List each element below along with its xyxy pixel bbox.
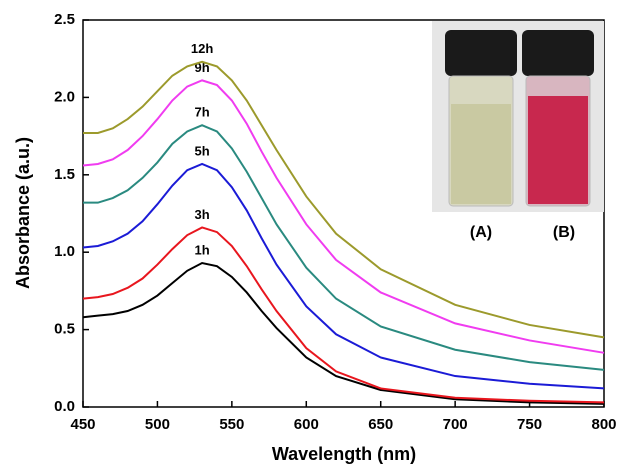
y-tick-label: 1.0 [54,243,75,260]
series-label: 1h [194,242,209,257]
x-tick-label: 700 [443,416,468,433]
x-tick-label: 800 [591,416,616,433]
y-tick-label: 2.5 [54,11,75,28]
chart: Wavelength (nm) Absorbance (a.u.) 450 500… [0,0,620,469]
inset-photo [432,21,604,212]
inset-label: (A) [470,224,492,241]
y-tick-label: 0.0 [54,398,75,415]
x-tick-label: 550 [219,416,244,433]
x-axis-label: Wavelength (nm) [272,444,416,464]
y-tick-label: 2.0 [54,88,75,105]
x-tick-label: 450 [70,416,95,433]
y-tick-label: 1.5 [54,166,75,183]
x-tick-label: 500 [145,416,170,433]
series-label: 12h [191,41,213,56]
series-label: 5h [194,143,209,158]
series-label: 3h [194,207,209,222]
y-axis-label: Absorbance (a.u.) [13,137,33,289]
inset-label: (B) [553,224,575,241]
x-tick-label: 650 [368,416,393,433]
y-tick-label: 0.5 [54,321,75,338]
x-tick-label: 750 [517,416,542,433]
series-line [83,227,604,402]
series-label: 7h [194,105,209,120]
x-tick-label: 600 [294,416,319,433]
